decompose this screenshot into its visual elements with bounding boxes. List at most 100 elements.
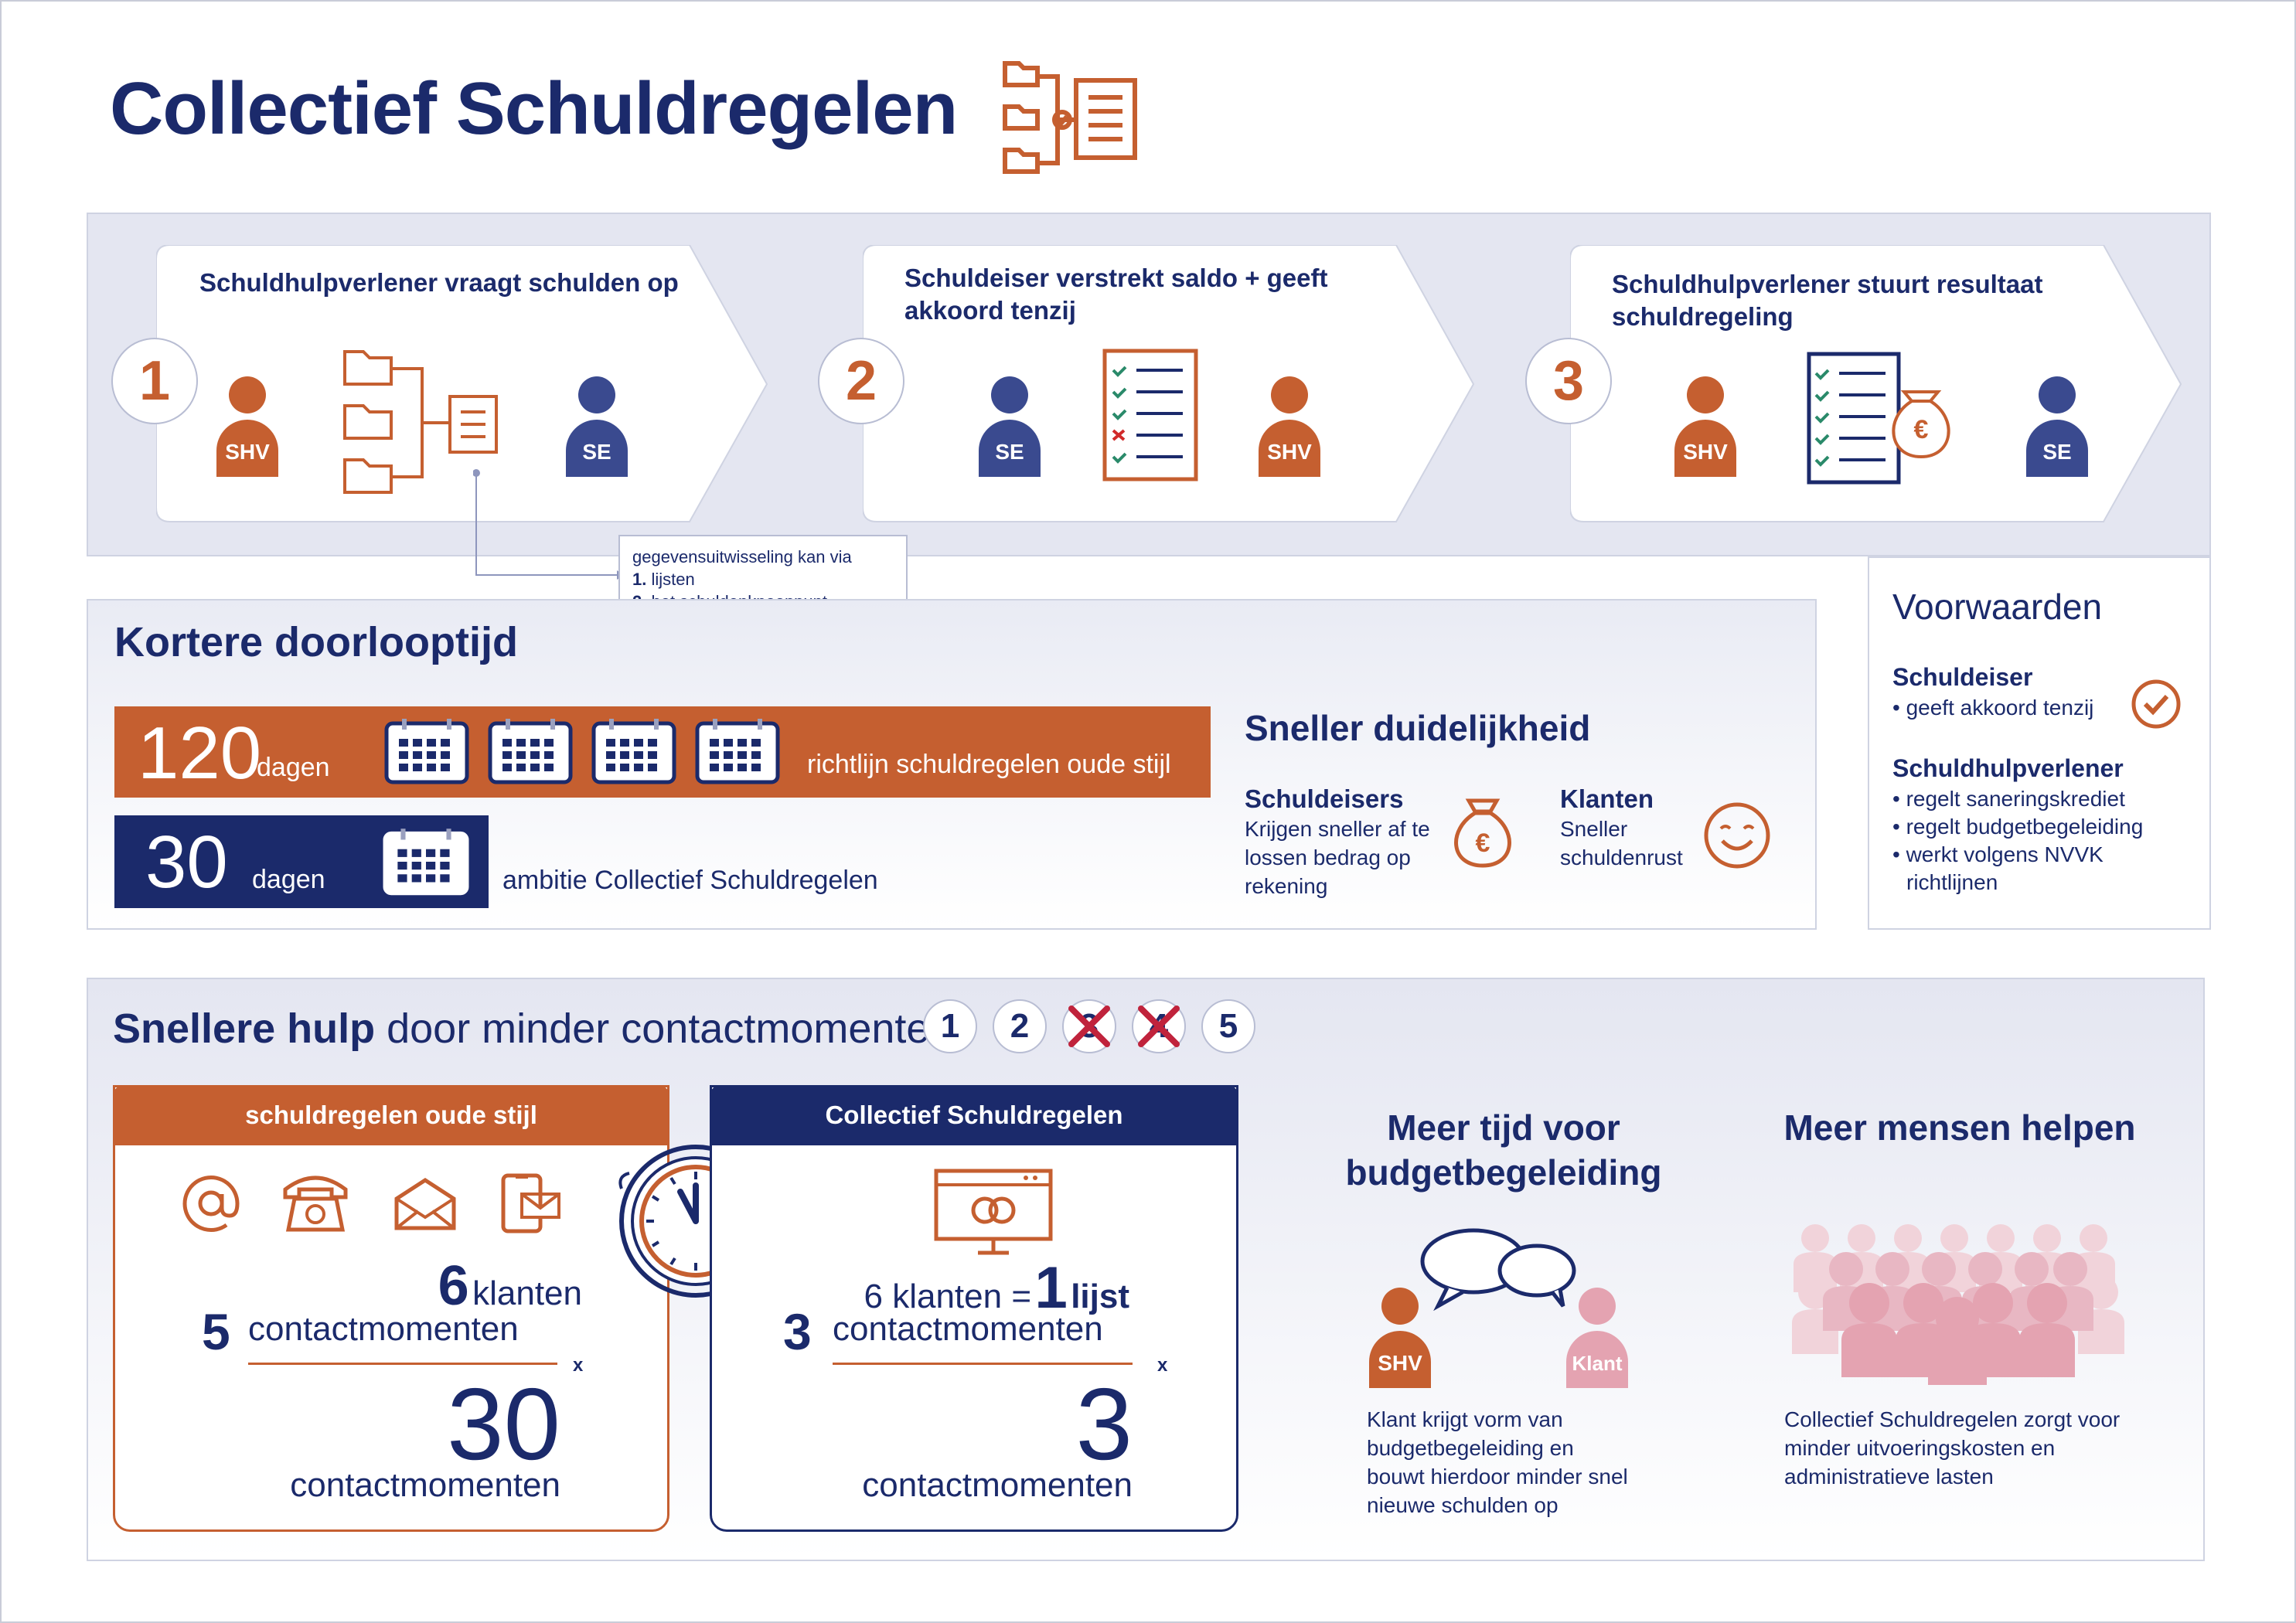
- svg-text:€: €: [1476, 829, 1490, 858]
- fraction-line: [248, 1363, 557, 1365]
- person-head: [229, 376, 266, 413]
- voorwaarden-schuldeiser-heading: Schuldeiser: [1892, 663, 2033, 691]
- moment-circle-4: 4: [1132, 999, 1186, 1053]
- new-factor-value: 3: [783, 1303, 812, 1360]
- person-head: [1579, 1288, 1616, 1325]
- step-card-1: Schuldhulpverlener vraagt schulden op 1 …: [111, 245, 768, 522]
- moment-circle-1: 1: [923, 999, 977, 1053]
- item-text: lijsten: [651, 570, 695, 589]
- crowd-icon: [1792, 1224, 2124, 1385]
- page-title: Collectief Schuldregelen: [110, 67, 958, 150]
- days-unit: dagen: [257, 753, 330, 782]
- voorwaarden-title: Voorwaarden: [1892, 587, 2103, 627]
- speech-bubbles-icon: [1420, 1228, 1576, 1311]
- moment-circle-5: 5: [1201, 999, 1255, 1053]
- person-label: SE: [2026, 420, 2088, 477]
- budget-title: Meer tijd voor budgetbegeleiding: [1314, 1105, 1693, 1195]
- days-value: 30: [145, 821, 228, 903]
- smiley-icon: [1704, 802, 1770, 869]
- bar-caption: ambitie Collectief Schuldregelen: [502, 866, 878, 895]
- list-item: • regelt saneringskrediet: [1892, 787, 2125, 811]
- days-value: 120: [138, 712, 262, 794]
- old-multiplier: 6 klanten: [254, 1254, 582, 1318]
- text-line: Sneller: [1560, 817, 1628, 841]
- title-line: Meer tijd voor: [1387, 1108, 1620, 1148]
- lead-text: 6 klanten =: [864, 1278, 1032, 1315]
- list-item: • regelt budgetbegeleiding: [1892, 815, 2144, 839]
- moment-circle-3: 3: [1062, 999, 1116, 1053]
- mensen-text: Collectief Schuldregelen zorgt voor mind…: [1784, 1405, 2120, 1491]
- person-head: [1271, 376, 1308, 413]
- calendar-icon: [383, 829, 469, 896]
- new-result-unit: contactmomenten: [862, 1466, 1133, 1504]
- old-result-value: 30: [447, 1367, 560, 1481]
- step-title: Schuldeiser verstrekt saldo + geeft akko…: [904, 264, 1328, 325]
- person-shv: SHV: [1259, 376, 1320, 477]
- checklist-money-bag-icon: €: [1807, 352, 1950, 485]
- budget-text: Klant krijgt vorm van budgetbegeleiding …: [1367, 1405, 1628, 1519]
- calendar-icon: [591, 719, 676, 784]
- person-label: SE: [979, 420, 1041, 477]
- times-sign: x: [573, 1355, 584, 1376]
- text-line: schuldenrust: [1560, 846, 1683, 869]
- connector-line: [473, 469, 625, 580]
- text-line: rekening: [1245, 874, 1328, 898]
- person-label: SHV: [1369, 1331, 1431, 1388]
- list-unit: lijst: [1071, 1278, 1129, 1315]
- step-number-3: 3: [1525, 338, 1612, 424]
- person-head: [1687, 376, 1724, 413]
- mensen-title: Meer mensen helpen: [1783, 1108, 2136, 1148]
- person-label: SHV: [216, 420, 278, 477]
- klanten-heading: Klanten: [1560, 784, 1654, 813]
- step-title: Schuldhulpverlener vraagt schulden op: [199, 268, 679, 297]
- at-sign-icon: [182, 1176, 240, 1232]
- check-circle-icon: [2131, 679, 2181, 729]
- step-card-2: Schuldeiser verstrekt saldo + geeft akko…: [818, 245, 1475, 522]
- voorwaarden-panel: [1868, 556, 2211, 930]
- oude-stijl-box: schuldregelen oude stijl 6 klanten 5 con…: [113, 1085, 669, 1532]
- sneller-duidelijkheid-title: Sneller duidelijkheid: [1245, 708, 1591, 748]
- old-factor-value: 5: [202, 1303, 230, 1360]
- person-head: [578, 376, 615, 413]
- checklist-icon: [1102, 349, 1198, 481]
- text-line: bouwt hierdoor minder snel: [1367, 1465, 1628, 1489]
- person-label: Klant: [1566, 1331, 1628, 1388]
- envelope-icon: [394, 1178, 456, 1230]
- new-lead: 6 klanten = 1 lijst: [805, 1254, 1129, 1322]
- item-number: 1.: [632, 570, 647, 589]
- fraction-line: [833, 1363, 1133, 1365]
- text-line: Collectief Schuldregelen zorgt voor: [1784, 1407, 2121, 1431]
- calendar-icon: [384, 719, 469, 784]
- collectief-header: Collectief Schuldregelen: [710, 1085, 1238, 1145]
- person-shv: SHV: [216, 376, 278, 477]
- text-line: budgetbegeleiding en: [1367, 1436, 1574, 1460]
- person-head: [1381, 1288, 1419, 1325]
- list-item: • werkt volgens NVVK: [1892, 842, 2104, 866]
- person-head: [991, 376, 1028, 413]
- new-result-value: 3: [1075, 1367, 1133, 1481]
- cross-icon: [1068, 1005, 1110, 1047]
- days-unit: dagen: [252, 865, 325, 894]
- text-line: Krijgen sneller af te: [1245, 817, 1430, 841]
- person-label: SE: [566, 420, 628, 477]
- schuldeisers-text: Krijgen sneller af te lossen bedrag op r…: [1245, 815, 1430, 900]
- collectief-box: Collectief Schuldregelen 6 klanten = 1 l…: [710, 1085, 1238, 1532]
- step-title: Schuldhulpverlener stuurt resultaat schu…: [1612, 270, 2043, 331]
- schuldeisers-heading: Schuldeisers: [1245, 784, 1404, 813]
- exchange-note-intro: gegevensuitwisseling kan via: [632, 547, 852, 567]
- step-number-2: 2: [818, 338, 904, 424]
- title-rest: door minder contactmomenten: [375, 1005, 953, 1052]
- text-line: Klant krijgt vorm van: [1367, 1407, 1563, 1431]
- new-factor-unit: contactmomenten: [833, 1310, 1103, 1348]
- multiplier-value: 6: [438, 1255, 469, 1317]
- text-line: minder uitvoeringskosten en: [1784, 1436, 2056, 1460]
- list-item: richtlijnen: [1906, 870, 1998, 894]
- old-result-unit: contactmomenten: [290, 1466, 560, 1504]
- monitor-link-icon: [934, 1169, 1053, 1255]
- calendar-icon: [695, 719, 780, 784]
- bar-120-dagen: 120 dagen richtlijn schuldregelen oude s…: [114, 706, 1211, 798]
- person-klant: Klant: [1566, 1288, 1628, 1388]
- person-head: [2039, 376, 2076, 413]
- title-line: budgetbegeleiding: [1345, 1152, 1662, 1193]
- person-se: SE: [979, 376, 1041, 477]
